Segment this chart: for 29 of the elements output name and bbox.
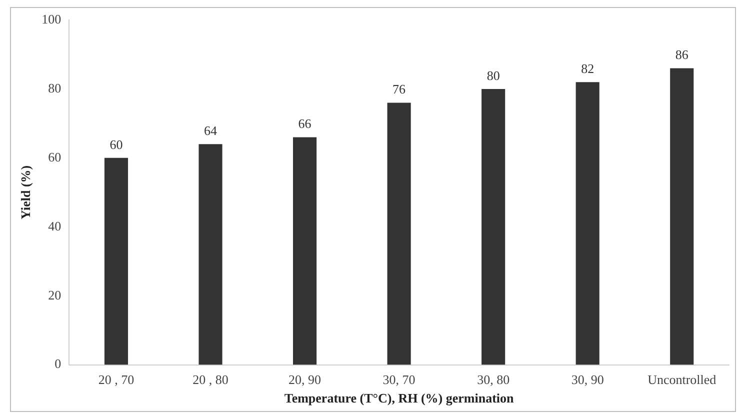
y-tick-label: 80 — [48, 80, 62, 96]
y-axis-title: Yield (%) — [18, 165, 34, 220]
bar — [292, 137, 317, 365]
x-tick-label: 20 , 80 — [192, 372, 228, 388]
y-tick-label: 20 — [48, 287, 62, 302]
data-label: 66 — [298, 116, 312, 132]
x-tick-label: 20, 90 — [288, 372, 322, 388]
y-tick-label: 60 — [48, 149, 62, 164]
x-tick-label: 20 , 70 — [98, 372, 134, 388]
y-tick-label: 40 — [48, 218, 62, 234]
y-tick-label: 0 — [54, 356, 62, 372]
x-tick-label: 30, 70 — [382, 372, 416, 388]
bar — [387, 102, 411, 365]
data-label: 60 — [110, 136, 123, 152]
data-label: 82 — [581, 60, 594, 76]
data-label: 76 — [392, 82, 406, 97]
bar — [104, 158, 128, 365]
bar — [576, 82, 600, 365]
data-label: 64 — [204, 123, 218, 138]
data-label: 80 — [486, 68, 500, 83]
bar — [670, 68, 694, 365]
y-tick-label: 100 — [42, 11, 62, 26]
x-tick-label: Uncontrolled — [648, 372, 717, 388]
x-tick-label: 30, 80 — [477, 372, 510, 388]
data-label: 86 — [675, 47, 689, 62]
bar — [198, 144, 222, 365]
x-tick-label: 30, 90 — [571, 372, 604, 388]
x-axis-title: Temperature (T°C), RH (%) germination — [284, 390, 515, 406]
bar — [482, 88, 506, 365]
